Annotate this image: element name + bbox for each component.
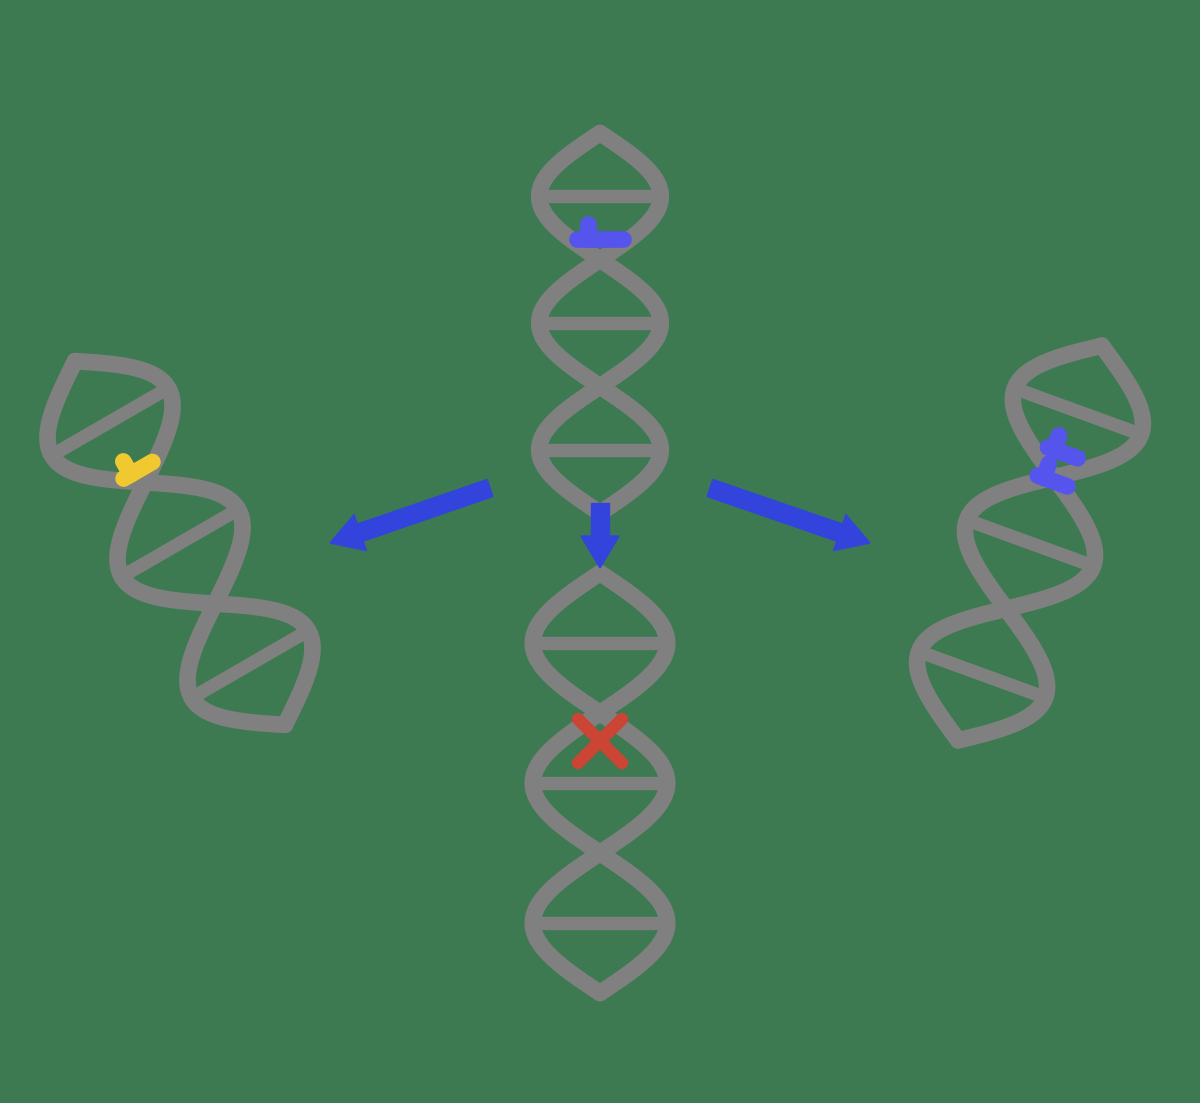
Polygon shape bbox=[592, 503, 610, 536]
Polygon shape bbox=[834, 515, 870, 550]
Polygon shape bbox=[330, 515, 366, 550]
Polygon shape bbox=[581, 536, 619, 568]
Polygon shape bbox=[707, 480, 842, 542]
Polygon shape bbox=[358, 480, 493, 542]
